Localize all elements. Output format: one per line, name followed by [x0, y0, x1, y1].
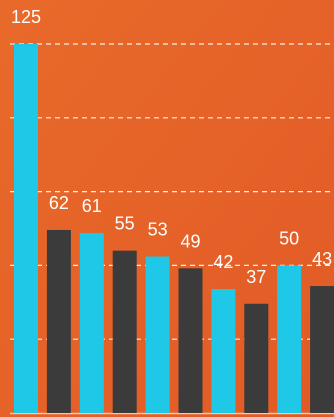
value-label: 62 [49, 193, 69, 213]
bar [178, 268, 203, 413]
value-label: 53 [148, 220, 168, 240]
bar [244, 303, 269, 413]
bar [46, 229, 71, 413]
bar [79, 232, 104, 413]
bar [277, 265, 302, 413]
value-label: 37 [246, 267, 266, 287]
bar [310, 286, 334, 413]
value-label: 125 [11, 7, 41, 27]
value-label: 55 [115, 214, 135, 234]
bar [14, 44, 38, 413]
bar [211, 289, 236, 413]
value-label: 49 [180, 231, 200, 251]
value-label: 50 [279, 228, 299, 248]
bar [112, 250, 137, 413]
value-label: 42 [213, 252, 233, 272]
bar [145, 256, 170, 413]
value-label: 61 [82, 196, 102, 216]
value-label: 43 [312, 249, 332, 269]
